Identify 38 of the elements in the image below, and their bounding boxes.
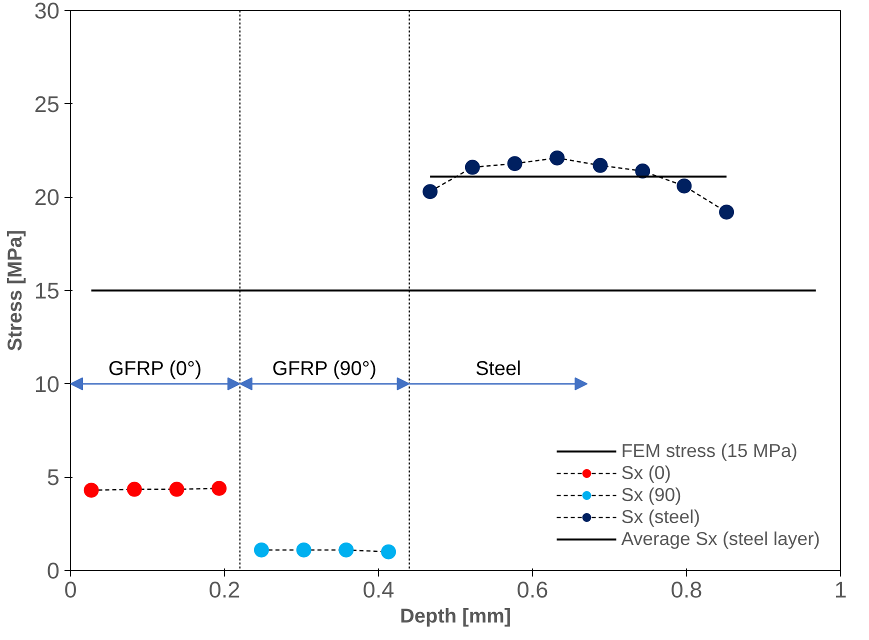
legend-label: Average Sx (steel layer) [621,528,820,550]
x-axis-title: Depth [mm] [400,606,512,628]
legend-label: Sx (90) [621,484,682,506]
x-tick-label: 0.6 [516,576,548,602]
legend-label: Sx (steel) [621,506,700,528]
point [381,544,396,560]
point [507,156,522,172]
point [550,150,565,166]
y-axis-title: Stress [MPa] [4,230,26,352]
point [296,542,312,558]
y-tick-label: 20 [34,184,60,210]
y-tick-label: 25 [34,90,60,117]
y-tick-label: 30 [34,0,60,24]
annotation: Steel [475,358,522,380]
y-tick-label: 10 [34,370,60,397]
x-tick-label: 0.8 [670,576,702,602]
point [422,184,438,200]
y-tick-label: 5 [46,464,60,490]
point [212,480,227,496]
annotation: GFRP (90°) [272,358,377,380]
point [254,542,269,558]
point [84,482,99,498]
point [719,204,734,220]
point [169,482,184,497]
point [338,542,354,558]
point [464,160,480,175]
annotation: GFRP (0°) [108,358,202,380]
point [592,158,608,173]
x-tick-label: 0 [64,576,77,602]
legend-label: Sx (0) [621,462,672,484]
y-tick-label: 0 [46,558,60,584]
point [126,482,142,497]
point [676,178,692,194]
legend-label: FEM stress (15 MPa) [621,440,798,462]
y-tick-label: 15 [34,278,60,304]
x-tick-label: 0.4 [362,576,394,602]
x-tick-label: 0.2 [208,576,240,602]
x-tick-label: 1 [834,576,847,602]
